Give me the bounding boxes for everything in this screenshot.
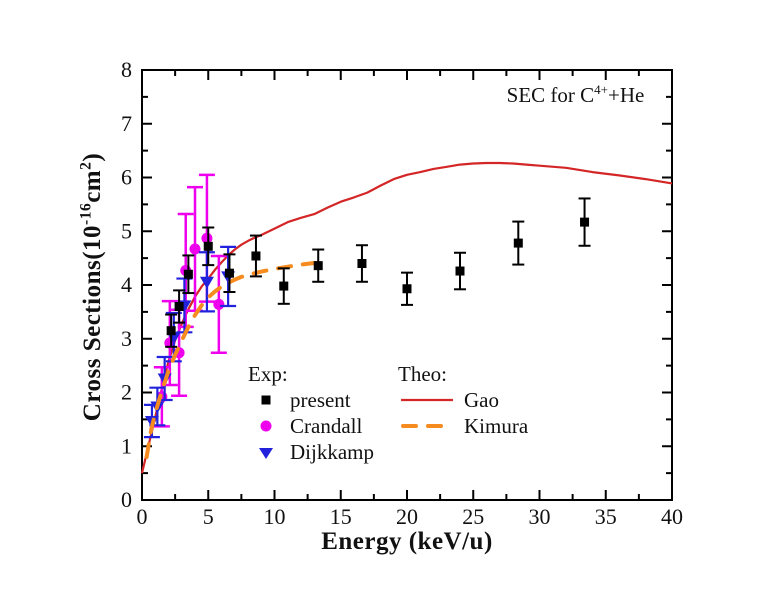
y-axis-title: Cross Sections(10-16cm2) <box>77 51 111 523</box>
svg-text:5: 5 <box>121 218 132 243</box>
legend-item-crandall: Crandall <box>248 413 374 439</box>
legend-exp-column: Exp: present Crandall Dijkkamp <box>248 361 374 465</box>
svg-text:5: 5 <box>203 504 214 529</box>
legend-item-dijkkamp: Dijkkamp <box>248 439 374 465</box>
y-axis-title-part2: cm <box>79 169 106 203</box>
y-axis-title-sup2: 2 <box>77 161 95 170</box>
svg-text:1: 1 <box>121 433 132 458</box>
annotation-suffix: +He <box>608 83 645 107</box>
y-axis-title-sup1: -16 <box>77 202 95 225</box>
svg-text:15: 15 <box>330 504 352 529</box>
svg-text:10: 10 <box>264 504 286 529</box>
legend-label-present: present <box>290 388 351 412</box>
legend-label-crandall: Crandall <box>290 414 363 438</box>
svg-text:0: 0 <box>137 504 148 529</box>
present-square-icon <box>248 391 284 409</box>
svg-text:2: 2 <box>121 380 132 405</box>
legend-label-dijkkamp: Dijkkamp <box>290 440 374 464</box>
legend-theo-column: Theo: Gao Kimura <box>398 361 528 465</box>
x-tick-labels: 0 5 10 15 20 25 30 35 40 <box>137 504 684 529</box>
svg-text:3: 3 <box>121 326 132 351</box>
svg-text:4: 4 <box>121 272 132 297</box>
svg-text:40: 40 <box>661 504 683 529</box>
svg-text:25: 25 <box>462 504 484 529</box>
annotation-sup: 4+ <box>594 82 609 97</box>
legend-theo-header: Theo: <box>398 362 447 386</box>
svg-text:30: 30 <box>529 504 551 529</box>
legend-label-gao: Gao <box>464 388 499 412</box>
series-gao <box>140 161 673 474</box>
crandall-circle-icon <box>248 417 284 435</box>
svg-text:35: 35 <box>595 504 617 529</box>
gao-line-icon <box>398 391 456 409</box>
legend-item-kimura: Kimura <box>398 413 528 439</box>
y-tick-labels: 0 1 2 3 4 5 6 7 8 <box>121 57 132 512</box>
svg-text:20: 20 <box>396 504 418 529</box>
svg-text:0: 0 <box>121 487 132 512</box>
annotation-prefix: SEC for C <box>506 83 595 107</box>
svg-text:8: 8 <box>121 57 132 82</box>
plot-annotation: SEC for C4++He <box>488 83 663 108</box>
series-present <box>165 197 591 348</box>
legend: Exp: present Crandall Dijkkamp Theo: Gao <box>248 361 528 465</box>
legend-item-gao: Gao <box>398 387 528 413</box>
legend-item-present: present <box>248 387 374 413</box>
legend-label-kimura: Kimura <box>464 414 529 438</box>
x-axis-title: Energy (keV/u) <box>321 528 493 555</box>
legend-exp-header: Exp: <box>248 362 288 386</box>
kimura-dash-icon <box>398 417 456 435</box>
svg-text:7: 7 <box>121 111 132 136</box>
svg-text:6: 6 <box>121 165 132 190</box>
y-axis-title-part3: ) <box>79 152 106 162</box>
dijkkamp-triangle-icon <box>248 443 284 461</box>
y-axis-title-part1: Cross Sections(10 <box>79 224 106 422</box>
